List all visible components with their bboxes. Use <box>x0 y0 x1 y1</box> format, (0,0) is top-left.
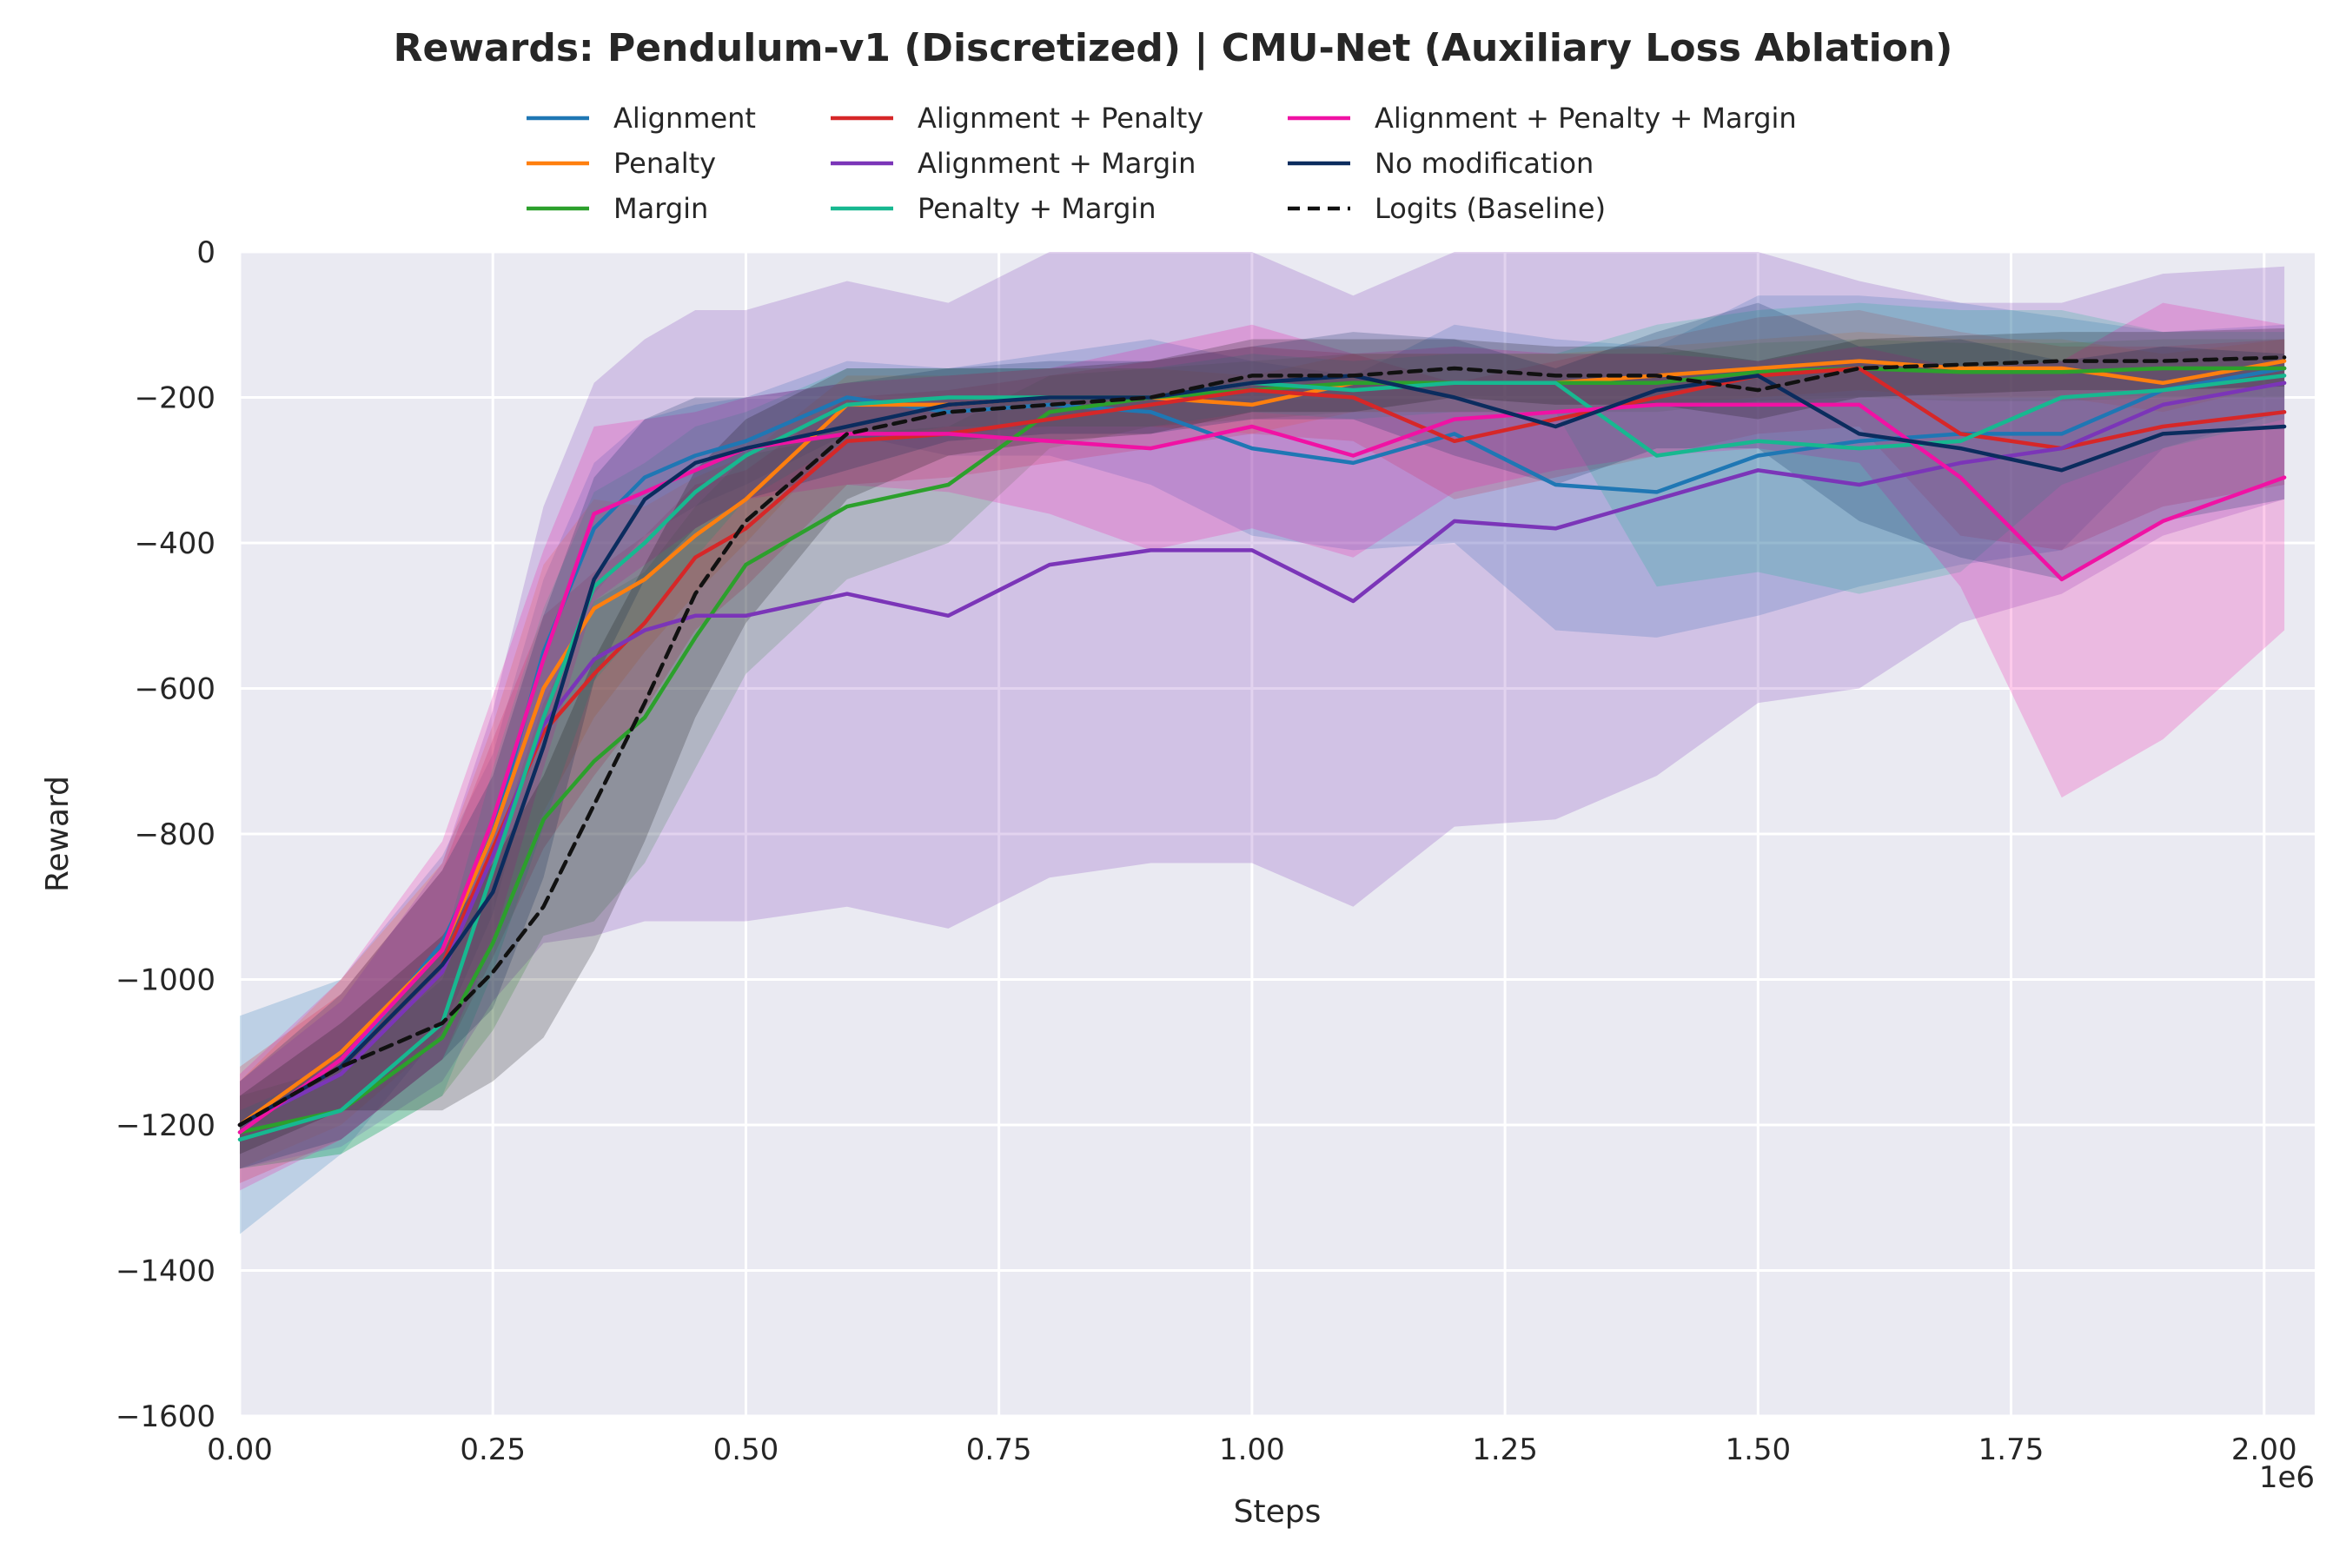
y-tick-label: −400 <box>135 526 215 561</box>
confidence-bands <box>240 252 2285 1234</box>
y-tick-label: −1200 <box>116 1108 215 1143</box>
y-tick-label: −1600 <box>116 1399 215 1434</box>
band-series-2 <box>240 339 2285 1169</box>
x-tick-label: 2.00 <box>2231 1432 2297 1467</box>
x-tick-label: 1.00 <box>1219 1432 1285 1467</box>
band-series-5 <box>240 302 2285 1169</box>
x-tick-label: 0.00 <box>207 1432 273 1467</box>
legend-label-1: Penalty <box>613 147 716 180</box>
chart-title: Rewards: Pendulum-v1 (Discretized) | CMU… <box>394 26 1953 70</box>
legend-label-3: Alignment + Penalty <box>918 102 1203 135</box>
y-tick-label: 0 <box>196 235 215 270</box>
band-series-3 <box>240 310 2285 1183</box>
y-tick-label: −800 <box>135 817 215 852</box>
x-tick-label: 0.75 <box>966 1432 1032 1467</box>
legend-label-2: Margin <box>613 192 708 225</box>
x-tick-label: 0.50 <box>713 1432 779 1467</box>
y-tick-label: −1000 <box>116 963 215 998</box>
line-series-6 <box>237 402 2287 1135</box>
band-series-7 <box>240 302 2285 1169</box>
legend-label-5: Penalty + Margin <box>918 192 1156 225</box>
band-series-4 <box>240 252 2285 1169</box>
legend-label-8: Logits (Baseline) <box>1375 192 1606 225</box>
y-axis-label: Reward <box>40 776 76 892</box>
x-tick-label: 1.25 <box>1472 1432 1538 1467</box>
x-tick-label: 1.50 <box>1725 1432 1791 1467</box>
y-tick-label: −1400 <box>116 1254 215 1289</box>
tick-labels: 0.00 0.25 0.50 0.75 1.00 1.25 1.50 1.75 2.00 0 −20… <box>116 235 2297 1467</box>
line-series-8 <box>237 355 2287 1128</box>
band-series-8 <box>240 327 2285 1154</box>
band-series-0 <box>240 295 2285 1234</box>
x-axis-offset-label: 1e6 <box>2259 1460 2315 1495</box>
x-axis-label: Steps <box>1234 1494 1322 1530</box>
legend: Alignment Penalty Margin Alignment + Penalt… <box>527 102 1797 225</box>
series-lines <box>237 355 2287 1142</box>
band-series-6 <box>240 302 2285 1191</box>
legend-label-7: No modification <box>1375 147 1594 180</box>
legend-label-6: Alignment + Penalty + Margin <box>1375 102 1797 135</box>
x-tick-label: 0.25 <box>460 1432 526 1467</box>
line-series-7 <box>237 374 2287 1128</box>
x-tick-label: 1.75 <box>1978 1432 2044 1467</box>
y-tick-label: −600 <box>135 672 215 707</box>
legend-label-0: Alignment <box>613 102 756 135</box>
y-tick-label: −200 <box>135 381 215 416</box>
legend-label-4: Alignment + Margin <box>918 147 1196 180</box>
